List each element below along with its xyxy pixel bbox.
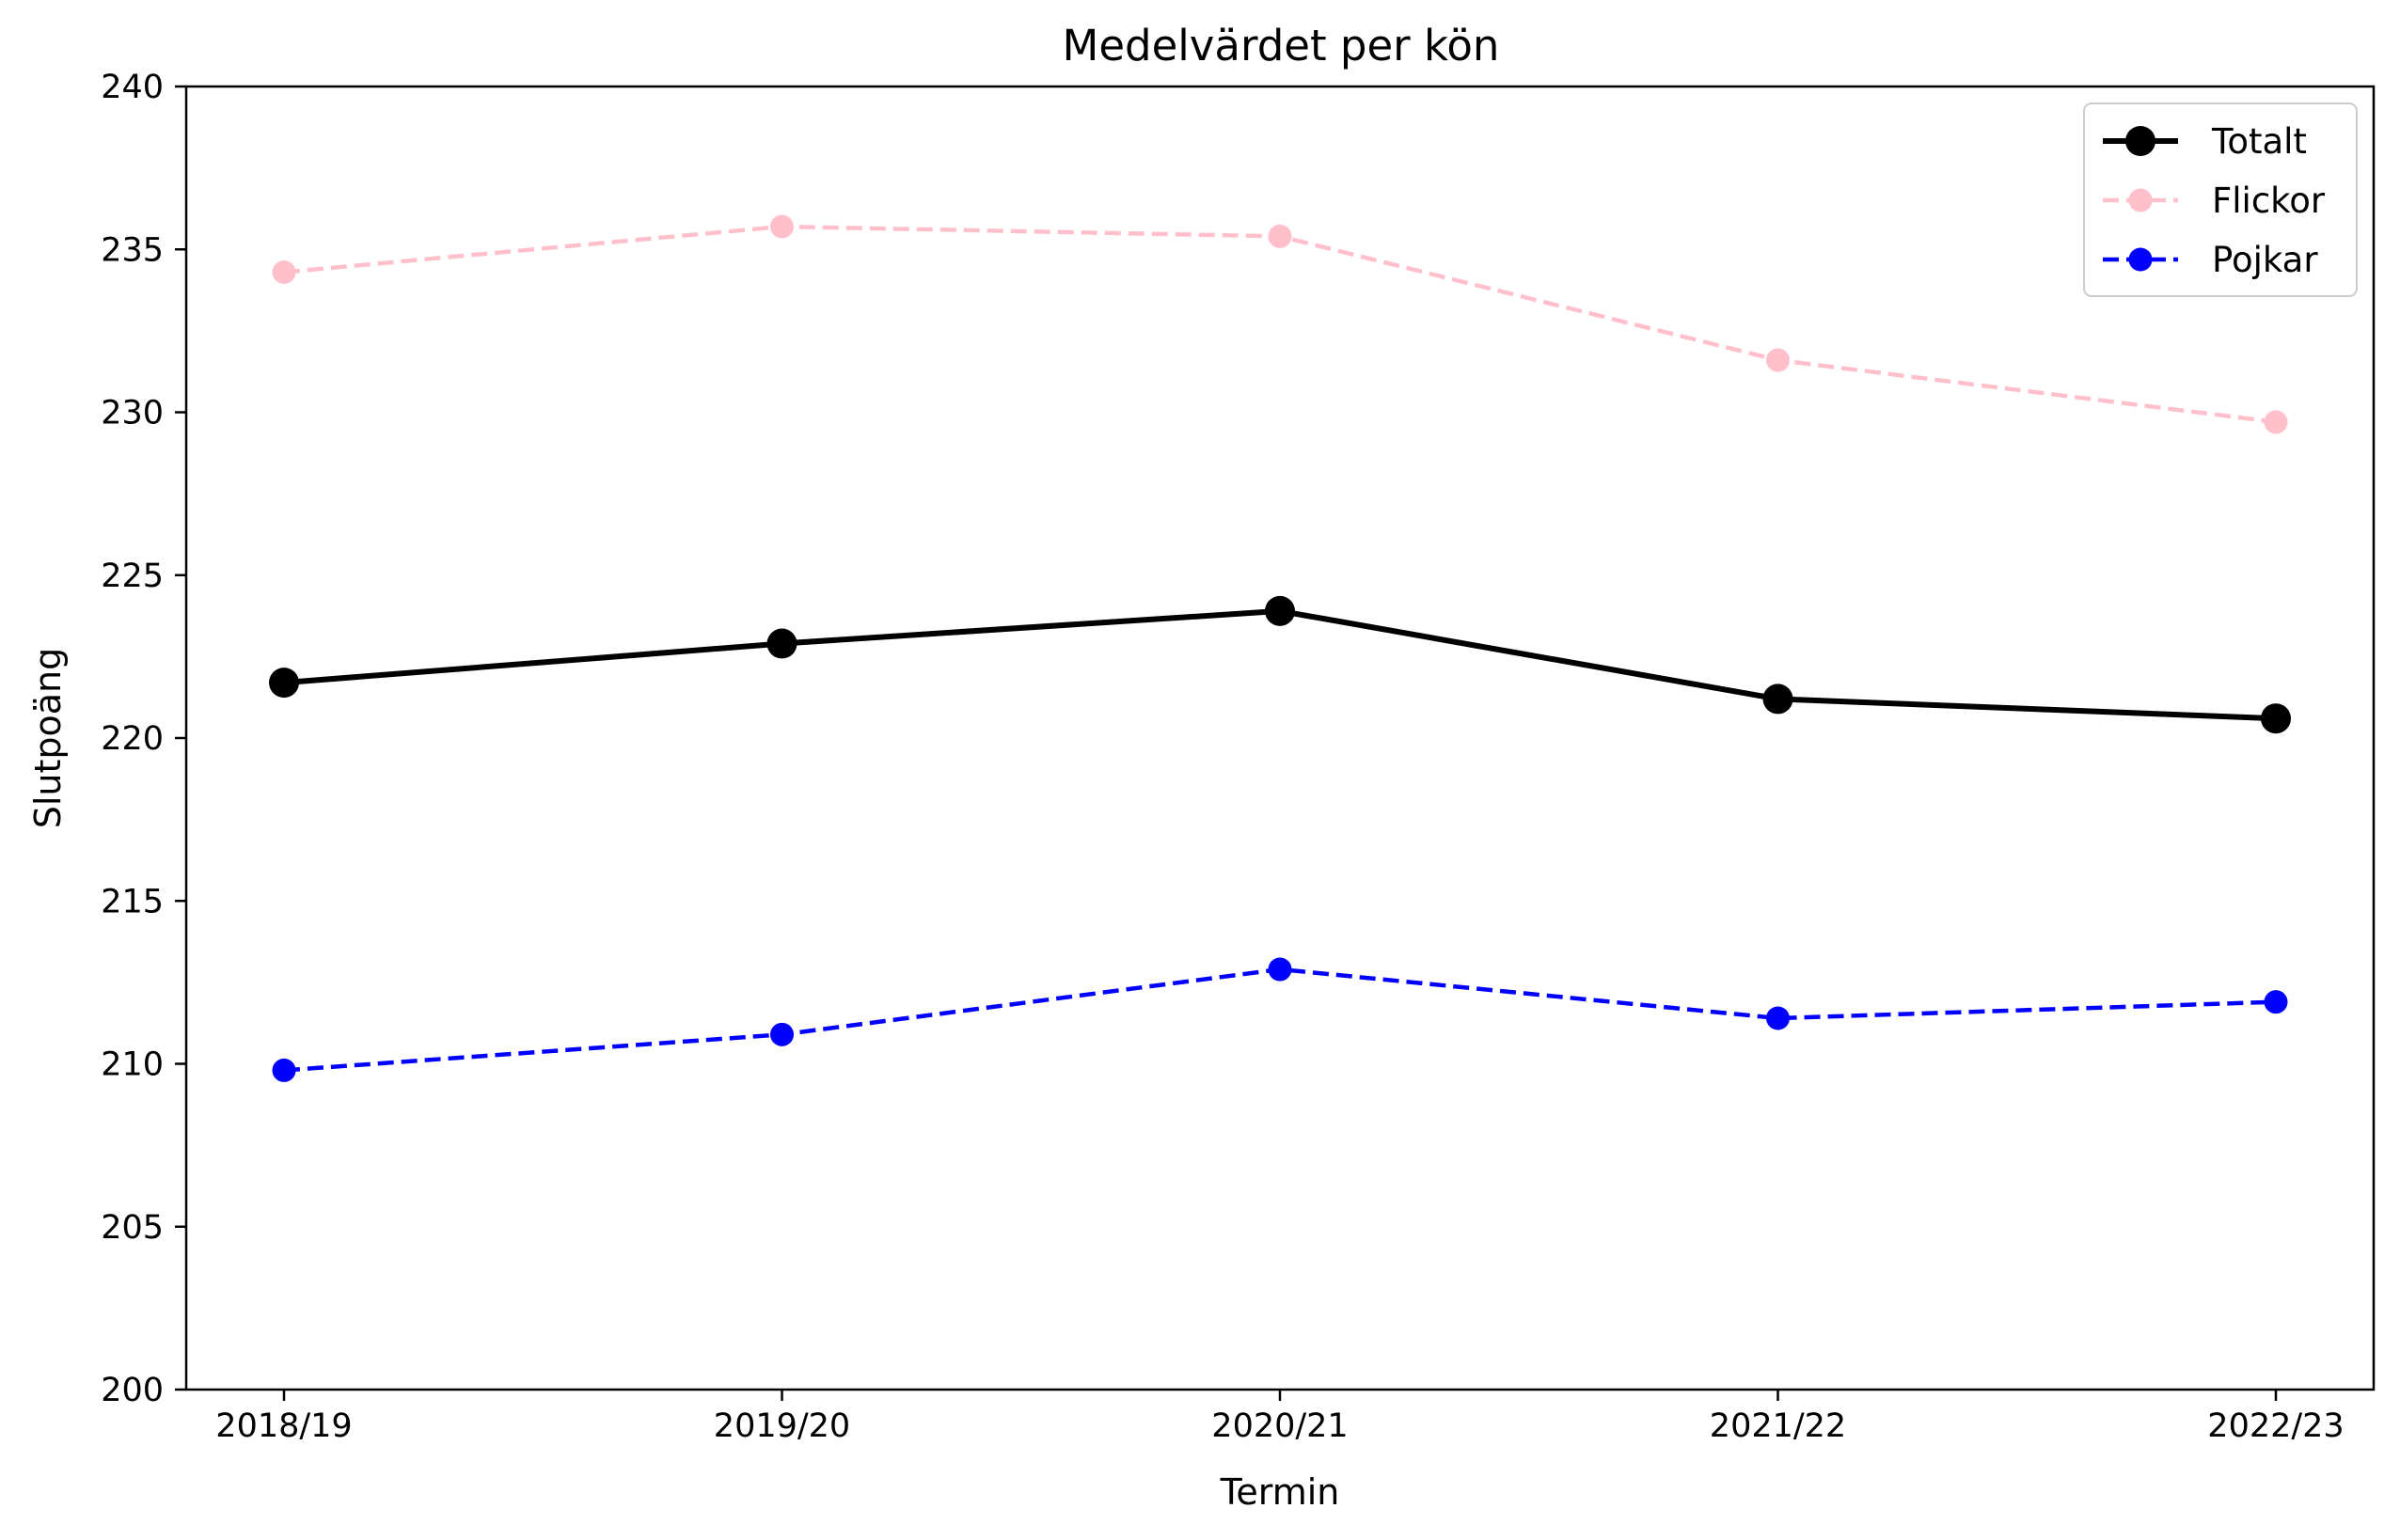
data-point-flickor [272,260,296,285]
data-point-pojkar [2264,990,2288,1014]
legend-marker-totalt [2125,126,2155,156]
y-tick-label: 215 [101,883,164,920]
legend-marker-pojkar [2128,247,2153,272]
y-tick-label: 200 [101,1372,164,1409]
legend-box [2083,102,2358,297]
series-line-flickor [283,224,2277,425]
data-point-totalt [766,628,797,659]
legend-label-pojkar: Pojkar [2212,240,2318,280]
x-tick-label: 2021/22 [1710,1407,1846,1445]
x-tick-label: 2020/21 [1211,1407,1348,1445]
y-tick-label: 220 [101,720,164,758]
plot-area [269,214,2291,1082]
data-point-pojkar [1268,957,1292,982]
data-point-totalt [1762,684,1793,715]
data-point-flickor [1268,224,1292,248]
x-tick-label: 2019/20 [714,1407,850,1445]
y-axis-label: Slutpoäng [27,648,69,829]
x-axis-label: Termin [1220,1471,1340,1513]
data-point-pojkar [770,1022,794,1046]
y-tick-label: 225 [101,558,164,595]
data-point-pojkar [272,1058,296,1082]
plot-frame [184,85,2376,1391]
data-point-pojkar [1766,1006,1790,1030]
legend-marker-flickor [2128,188,2153,212]
y-axis: 200 205 210 215 220 225 230 235 240 [101,69,186,1409]
series-line-totalt [283,607,2277,722]
data-point-totalt [1265,595,1295,626]
x-tick-label: 2018/19 [215,1407,352,1445]
x-axis: 2018/19 2019/20 2020/21 2021/22 2022/23 [215,1390,2345,1445]
y-tick-label: 210 [101,1046,164,1084]
legend-label-flickor: Flickor [2212,181,2326,221]
y-tick-label: 240 [101,69,164,106]
data-point-totalt [269,668,299,699]
data-point-flickor [770,214,794,239]
legend: Totalt Flickor Pojkar [2083,102,2358,297]
data-point-flickor [2264,410,2288,434]
series-line-pojkar [283,966,2277,1073]
y-tick-label: 205 [101,1209,164,1247]
data-point-flickor [1766,348,1790,372]
y-tick-label: 230 [101,395,164,432]
data-point-totalt [2261,703,2291,734]
y-tick-label: 235 [101,231,164,269]
chart-title: Medelvärdet per kön [1063,21,1500,71]
x-tick-label: 2022/23 [2207,1407,2344,1445]
legend-label-totalt: Totalt [2211,121,2307,162]
